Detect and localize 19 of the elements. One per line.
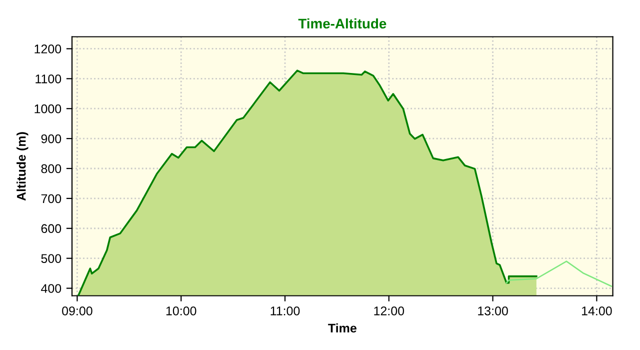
y-tick-label: 800 bbox=[41, 164, 62, 174]
x-axis-title: Time bbox=[328, 323, 356, 333]
y-tick-label: 1100 bbox=[36, 74, 62, 84]
chart-title: Time-Altitude bbox=[298, 18, 386, 29]
y-axis-title: Altitude (m) bbox=[16, 132, 28, 201]
y-tick-label: 1200 bbox=[34, 44, 62, 54]
y-tick-label: 1000 bbox=[34, 104, 62, 114]
x-tick-label: 10:00 bbox=[166, 306, 196, 316]
y-tick-label: 600 bbox=[41, 224, 62, 234]
x-tick-label: 13:00 bbox=[478, 306, 508, 316]
line-series bbox=[506, 260, 612, 287]
x-tick-label: 09:00 bbox=[62, 306, 92, 316]
y-tick-label: 900 bbox=[41, 134, 62, 144]
x-tick-label: 11:00 bbox=[270, 306, 300, 316]
x-tick-label: 14:00 bbox=[582, 306, 612, 316]
y-tick-label: 500 bbox=[41, 254, 62, 263]
x-tick-label: 12:00 bbox=[374, 306, 404, 316]
y-tick-label: 400 bbox=[41, 284, 62, 293]
y-tick-label: 700 bbox=[41, 194, 62, 204]
